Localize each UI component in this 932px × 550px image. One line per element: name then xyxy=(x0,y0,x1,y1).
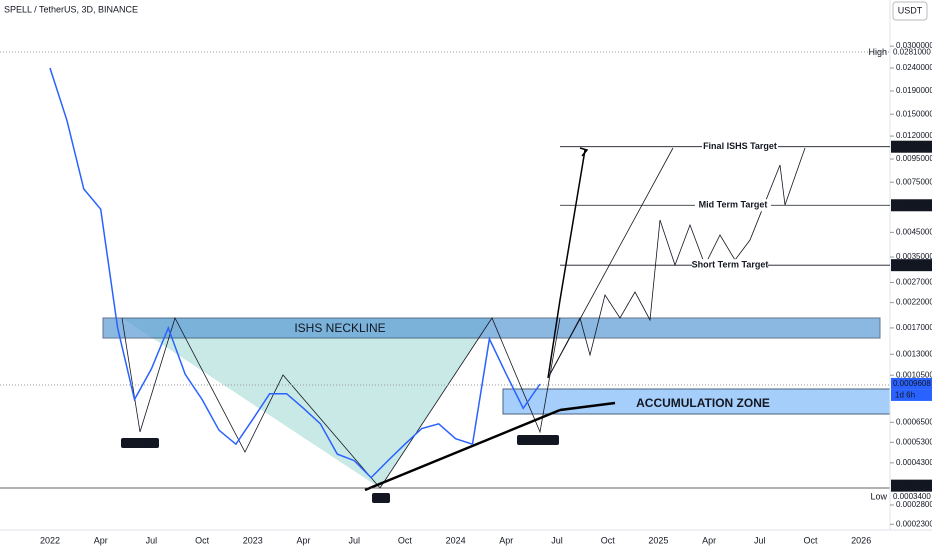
currency-box xyxy=(892,1,928,21)
y-tick-label: 0.0002300 xyxy=(896,519,932,528)
y-tick-label: 0.0004300 xyxy=(896,458,932,467)
annotation: ISHS NECKLINE xyxy=(294,321,385,335)
y-tick-label: 0.0190000 xyxy=(896,86,932,95)
target-arrow xyxy=(547,149,586,379)
target-label-bg xyxy=(695,199,771,212)
x-tick-label: Oct xyxy=(398,535,413,545)
price-label-box xyxy=(891,259,932,272)
y-tick-label: 0.0005300 xyxy=(896,437,932,446)
price-label: 0.0009608 xyxy=(893,379,931,388)
y-tick-label: 0.0240000 xyxy=(896,63,932,72)
price-label: 0.0281000 xyxy=(893,48,931,57)
target-label-bg xyxy=(692,259,768,272)
price-line xyxy=(49,67,541,479)
target-label: Final ISHS Target xyxy=(703,141,777,151)
annotation: Left Shoulder xyxy=(122,441,158,447)
x-tick-label: Apr xyxy=(94,535,108,545)
y-tick-label: 0.0075000 xyxy=(896,177,932,186)
price-label-box xyxy=(891,140,932,153)
x-tick-label: Apr xyxy=(499,535,513,545)
price-label: 0.0003409 xyxy=(893,481,931,490)
extreme-tag: High xyxy=(868,47,887,57)
y-tick-label: 0.0002800 xyxy=(896,500,932,509)
projection xyxy=(547,147,674,379)
y-tick-label: 0.0013000 xyxy=(896,349,932,358)
annotation: ACCUMULATION ZONE xyxy=(636,396,770,410)
y-tick-label: 0.0300000 xyxy=(896,41,932,50)
y-tick-label: 0.0095000 xyxy=(896,154,932,163)
x-tick-label: Oct xyxy=(195,535,210,545)
currency: USDT xyxy=(898,5,923,15)
price-label-box xyxy=(891,199,932,212)
price-label: 0.0003400 xyxy=(893,492,931,501)
trend-line xyxy=(364,408,561,492)
target-label-bg xyxy=(702,140,778,153)
pattern-lines xyxy=(121,316,561,489)
countdown-box xyxy=(891,389,932,401)
price-label: 0.0032219 xyxy=(893,260,931,269)
price-label: 0.0107688 xyxy=(893,142,931,151)
y-tick-label: 0.0120000 xyxy=(896,131,932,140)
callout-box xyxy=(121,438,159,448)
target-label: Short Term Target xyxy=(692,260,769,270)
callout-box xyxy=(372,493,390,503)
x-tick-label: 2022 xyxy=(40,535,60,545)
extreme-tag: Low xyxy=(870,491,887,501)
x-tick-label: 2023 xyxy=(243,535,263,545)
price-label-box xyxy=(891,479,932,492)
annotation: right Shoulder xyxy=(519,438,556,444)
neckline-zone xyxy=(102,317,881,339)
x-tick-label: Jul xyxy=(551,535,563,545)
chart-title: SPELL / TetherUS, 3D, BINANCE xyxy=(4,4,138,14)
annotation: Head xyxy=(374,496,388,502)
arrow-head xyxy=(579,147,589,157)
x-tick-label: Jul xyxy=(754,535,766,545)
price-label-box xyxy=(891,377,932,390)
y-tick-label: 0.0150000 xyxy=(896,109,932,118)
y-tick-label: 0.0022000 xyxy=(896,298,932,307)
y-tick-label: 0.0006500 xyxy=(896,417,932,426)
price-label: 0.0059306 xyxy=(893,200,931,209)
y-tick-label: 0.0027000 xyxy=(896,278,932,287)
x-tick-label: Jul xyxy=(348,535,360,545)
x-tick-label: Apr xyxy=(296,535,310,545)
y-tick-label: 0.0017000 xyxy=(896,323,932,332)
x-tick-label: Oct xyxy=(803,535,818,545)
x-tick-label: Apr xyxy=(702,535,716,545)
y-tick-label: 0.0010500 xyxy=(896,370,932,379)
x-tick-label: 2024 xyxy=(446,535,466,545)
y-tick-label: 0.0045000 xyxy=(896,227,932,236)
y-tick-label: 0.0035000 xyxy=(896,252,932,261)
callout-box xyxy=(517,435,559,445)
x-tick-label: Oct xyxy=(601,535,616,545)
x-tick-label: 2026 xyxy=(851,535,871,545)
pointer xyxy=(559,401,616,412)
target-label: Mid Term Target xyxy=(699,200,768,210)
x-tick-label: Jul xyxy=(146,535,158,545)
x-tick-label: 2025 xyxy=(648,535,668,545)
countdown: 1d 6h xyxy=(895,391,915,400)
